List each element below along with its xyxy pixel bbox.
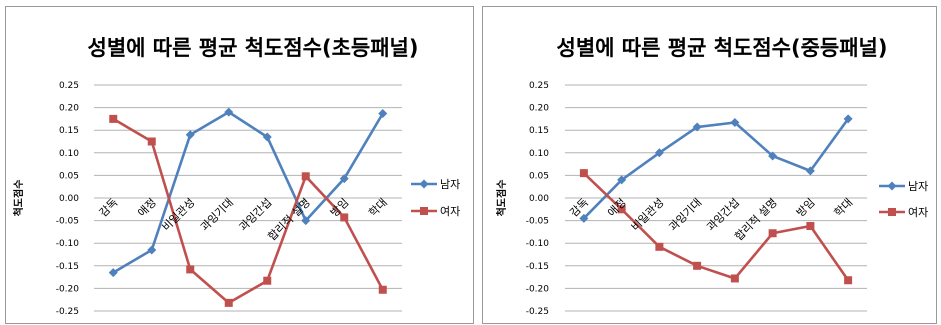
y-tick-label: -0.20 xyxy=(56,284,80,294)
data-point-marker xyxy=(224,107,234,117)
y-tick-label: -0.10 xyxy=(56,239,80,249)
legend-label: 남자 xyxy=(908,180,928,193)
data-point-marker xyxy=(843,114,853,124)
y-tick-label: -0.15 xyxy=(526,262,549,272)
x-category-label: 학대 xyxy=(832,196,856,220)
legend-marker xyxy=(419,179,429,189)
data-point-marker xyxy=(768,229,777,238)
legend-marker xyxy=(888,208,896,216)
legend-marker xyxy=(887,181,897,191)
legend-label: 여자 xyxy=(440,205,460,218)
y-tick-label: -0.05 xyxy=(56,217,79,227)
data-point-marker xyxy=(579,169,588,178)
y-tick-label: 0.25 xyxy=(59,81,79,91)
data-point-marker xyxy=(693,261,702,270)
y-tick-label: 0.00 xyxy=(529,194,549,204)
data-point-marker xyxy=(617,175,627,185)
series-line-1 xyxy=(582,172,850,282)
y-tick-label: 0.15 xyxy=(59,126,79,136)
y-tick-label: -0.25 xyxy=(56,307,79,317)
y-tick-label: 0.05 xyxy=(59,171,79,181)
series-line-1 xyxy=(112,117,384,305)
y-axis-title: 척도점수 xyxy=(495,180,508,217)
x-category-label: 애정 xyxy=(135,196,159,220)
x-category-label: 비일관성 xyxy=(628,195,667,234)
data-point-marker xyxy=(579,213,589,223)
line-chart-elementary: 성별에 따른 평균 척도점수(초등패널) 0.25 0.20 0.15 0.10 0.05… xyxy=(12,36,460,317)
data-point-marker xyxy=(654,148,664,158)
data-point-marker xyxy=(805,166,815,176)
data-point-marker xyxy=(109,114,118,123)
data-point-marker xyxy=(340,213,349,222)
x-category-label: 학대 xyxy=(366,196,390,220)
data-point-marker xyxy=(655,242,664,251)
data-point-marker xyxy=(617,205,626,214)
data-point-marker xyxy=(224,298,233,307)
series-line-0 xyxy=(582,118,850,220)
y-tick-label: -0.20 xyxy=(526,284,550,294)
x-category-label: 과잉간섭 xyxy=(704,196,742,234)
x-category-label: 애정 xyxy=(605,196,629,220)
chart-panel-middle: 성별에 따른 평균 척도점수(중등패널) 0.25 0.20 0.15 0.10 0.05… xyxy=(482,6,937,324)
y-tick-label: -0.25 xyxy=(526,307,549,317)
data-point-marker xyxy=(378,285,387,294)
y-axis-title: 척도점수 xyxy=(12,180,25,217)
y-tick-label: 0.10 xyxy=(529,149,549,159)
y-tick-label: -0.10 xyxy=(526,239,550,249)
x-category-label: 방임 xyxy=(794,196,818,220)
data-point-marker xyxy=(185,130,195,140)
legend-marker xyxy=(420,207,428,215)
line-chart-middle: 성별에 따른 평균 척도점수(중등패널) 0.25 0.20 0.15 0.10 0.05… xyxy=(495,36,928,317)
legend-label: 여자 xyxy=(908,206,928,219)
data-point-marker xyxy=(147,137,156,146)
chart-title: 성별에 따른 평균 척도점수(중등패널) xyxy=(557,36,888,60)
data-point-marker xyxy=(768,151,778,161)
data-point-marker xyxy=(108,268,118,278)
y-tick-label: 0.25 xyxy=(529,81,549,91)
chart-title: 성별에 따른 평균 척도점수(초등패널) xyxy=(88,36,419,60)
data-point-marker xyxy=(378,108,388,118)
y-tick-label: 0.20 xyxy=(529,104,549,114)
data-point-marker xyxy=(262,132,272,142)
x-category-label: 감독 xyxy=(97,196,121,220)
data-point-marker xyxy=(692,122,702,132)
x-category-label: 과잉간섭 xyxy=(237,196,275,234)
data-point-marker xyxy=(844,276,853,285)
data-point-marker xyxy=(806,222,815,231)
data-point-marker xyxy=(263,276,272,285)
y-tick-label: 0.15 xyxy=(529,126,549,136)
y-tick-label: 0.20 xyxy=(59,104,79,114)
y-tick-label: 0.00 xyxy=(59,194,79,204)
x-category-label: 과잉기대 xyxy=(198,196,236,234)
y-tick-label: 0.05 xyxy=(529,171,549,181)
y-tick-label: 0.10 xyxy=(59,149,79,159)
data-point-marker xyxy=(730,118,740,128)
series-line-0 xyxy=(112,110,384,274)
data-point-marker xyxy=(186,265,195,274)
y-tick-label: -0.05 xyxy=(526,217,549,227)
data-point-marker xyxy=(147,245,157,255)
data-point-marker xyxy=(730,274,739,283)
x-category-label: 과잉기대 xyxy=(666,196,704,234)
data-point-marker xyxy=(339,174,349,184)
legend-label: 남자 xyxy=(440,178,460,191)
data-point-marker xyxy=(301,172,310,181)
y-tick-label: -0.15 xyxy=(56,262,79,272)
chart-panel-elementary: 성별에 따른 평균 척도점수(초등패널) 0.25 0.20 0.15 0.10 0.05… xyxy=(5,6,474,324)
data-point-marker xyxy=(301,216,311,226)
